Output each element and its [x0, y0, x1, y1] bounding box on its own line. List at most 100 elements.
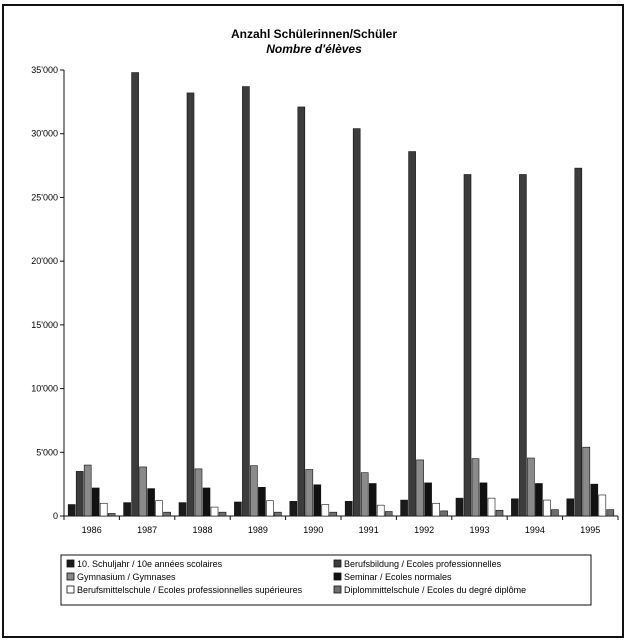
- legend-label: Berufsbildung / Ecoles professionnelles: [344, 559, 502, 569]
- bar: [155, 500, 163, 517]
- legend-label: Gymnasium / Gymnases: [77, 572, 176, 582]
- legend-swatch: [66, 559, 75, 568]
- bar: [551, 509, 559, 517]
- bar: [67, 504, 76, 517]
- bar: [178, 502, 187, 517]
- chart-frame: Anzahl Schülerinnen/Schüler Nombre d'élè…: [2, 4, 624, 638]
- bar: [99, 502, 108, 517]
- legend-swatch: [66, 572, 75, 581]
- legend-label: Berufsmittelschule / Ecoles professionne…: [77, 585, 303, 595]
- x-tick-label: 1991: [359, 525, 379, 535]
- bar: [202, 487, 211, 517]
- bar-chart: Anzahl Schülerinnen/Schüler Nombre d'élè…: [31, 27, 619, 606]
- bar: [590, 483, 599, 517]
- x-tick-label: 1990: [303, 525, 323, 535]
- bar: [360, 472, 369, 517]
- bar: [344, 501, 353, 517]
- legend-swatch: [333, 572, 342, 581]
- y-tick-label: 25'000: [31, 192, 58, 202]
- x-tick-label: 1986: [82, 525, 102, 535]
- bar: [274, 511, 282, 517]
- bar: [535, 483, 543, 517]
- bar: [495, 509, 504, 517]
- x-tick-label: 1994: [525, 525, 545, 535]
- y-tick-label: 15'000: [31, 320, 58, 330]
- bar: [479, 482, 488, 517]
- legend-swatch: [66, 585, 75, 594]
- bar: [582, 446, 591, 517]
- bar: [543, 499, 551, 517]
- bar: [408, 151, 416, 517]
- bar: [131, 72, 139, 517]
- x-tick-labels: 1986 1987 1988 1989 1990 1991 1992 1993 1994 1995: [82, 525, 601, 535]
- bar: [329, 511, 338, 517]
- y-tick-label: 35'000: [31, 65, 58, 75]
- x-tick-label: 1987: [137, 525, 157, 535]
- bar: [384, 511, 393, 517]
- bar: [432, 502, 440, 517]
- bar: [321, 504, 330, 517]
- chart-title: Anzahl Schülerinnen/Schüler: [231, 27, 397, 41]
- bar: [123, 502, 131, 517]
- bar: [487, 497, 496, 517]
- bar: [258, 487, 266, 517]
- bar: [416, 459, 424, 517]
- bar: [242, 86, 250, 517]
- bar: [107, 513, 116, 517]
- legend-box: [60, 554, 592, 606]
- bar: [313, 484, 322, 517]
- legend-swatch: [333, 585, 342, 594]
- x-tick-label: 1988: [192, 525, 212, 535]
- bar: [455, 497, 464, 517]
- y-tick-label: 5'000: [36, 447, 58, 457]
- bar: [163, 511, 171, 517]
- bar: [511, 498, 519, 517]
- bar: [218, 511, 227, 517]
- x-tick-label: 1993: [469, 525, 489, 535]
- legend-label: 10. Schuljahr / 10e années scolaires: [77, 559, 223, 569]
- x-tick-label: 1992: [414, 525, 434, 535]
- bar: [147, 488, 155, 517]
- bar: [289, 501, 298, 517]
- bar: [527, 457, 535, 517]
- bar: [463, 174, 472, 517]
- bar: [186, 92, 195, 517]
- bar: [352, 128, 361, 517]
- legend-swatch: [333, 559, 342, 568]
- bar: [400, 499, 408, 517]
- legend-label: Diplommittelschule / Ecoles du degré dip…: [344, 585, 526, 595]
- bar: [519, 174, 527, 517]
- bar: [210, 506, 219, 517]
- bar: [471, 458, 480, 517]
- bar: [606, 509, 615, 517]
- chart-subtitle: Nombre d'élèves: [266, 42, 362, 56]
- y-tick-label: 20'000: [31, 256, 58, 266]
- bar: [376, 504, 385, 517]
- bar: [305, 469, 314, 517]
- bar: [368, 483, 377, 517]
- y-tick-labels: 0 5'000 10'000 15'000 20'000 25'000 30'000 35'0…: [31, 65, 64, 521]
- legend-label: Seminar / Ecoles normales: [344, 572, 452, 582]
- chart-bars: [67, 72, 615, 517]
- x-tick-label: 1995: [580, 525, 600, 535]
- chart-legend: 10. Schuljahr / 10e années scolaires Beru…: [66, 559, 526, 595]
- y-tick-label: 10'000: [31, 384, 58, 394]
- bar: [598, 494, 607, 517]
- bar: [297, 106, 306, 517]
- y-tick-label: 0: [53, 511, 58, 521]
- bar: [250, 465, 258, 517]
- x-tick-label: 1989: [248, 525, 268, 535]
- bar: [91, 487, 100, 517]
- y-tick-label: 30'000: [31, 129, 58, 139]
- chart-axes: [63, 70, 619, 520]
- bar: [266, 500, 274, 517]
- bar: [83, 464, 92, 517]
- bar: [194, 468, 203, 517]
- bar: [75, 471, 84, 517]
- bar: [440, 510, 448, 517]
- bar: [234, 501, 242, 517]
- bar: [566, 498, 575, 517]
- bar: [424, 482, 432, 517]
- bar: [139, 466, 147, 517]
- bar: [574, 167, 583, 517]
